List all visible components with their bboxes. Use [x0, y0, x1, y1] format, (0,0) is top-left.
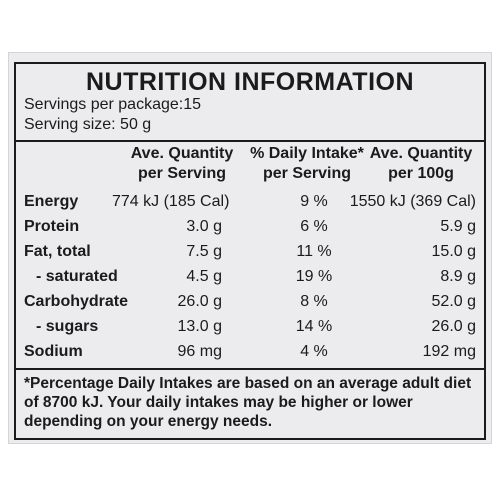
- table-row: - saturated 4.5 g 19 % 8.9 g: [16, 265, 484, 289]
- daily-intake-value: 19 %: [295, 268, 333, 285]
- daily-intake-value: 8 %: [300, 293, 328, 310]
- per-100g-value: 8.9 g: [440, 268, 476, 285]
- header-per-serving-line1: Ave. Quantity: [130, 145, 234, 162]
- header-per-100g-line2: per 100g: [388, 165, 454, 182]
- nutrient-name: Energy: [24, 193, 79, 210]
- daily-intake-value: 11 %: [296, 243, 332, 260]
- nutrition-label: NUTRITION INFORMATION Servings per packa…: [14, 62, 486, 440]
- serving-size: Serving size: 50 g: [24, 116, 152, 133]
- per-100g-value: 1550 kJ (369 Cal): [349, 193, 476, 210]
- per-100g-value: 26.0 g: [431, 318, 476, 335]
- nutrient-name: Sodium: [24, 343, 83, 360]
- per-100g-value: 52.0 g: [431, 293, 476, 310]
- servings-per-package: Servings per package:15: [24, 96, 201, 113]
- per-100g-value: 192 mg: [422, 343, 476, 360]
- header-per-serving: Ave. Quantity per Serving: [112, 144, 252, 184]
- per-100g-value: 5.9 g: [440, 218, 476, 235]
- daily-intake-value: 14 %: [295, 318, 333, 335]
- daily-intake-value: 4 %: [300, 343, 328, 360]
- table-row: Protein 3.0 g 6 % 5.9 g: [16, 215, 484, 239]
- divider-top: [16, 140, 484, 142]
- per-serving-value: 13.0 g: [177, 318, 222, 335]
- table-row: Fat, total 7.5 g 11 % 15.0 g: [16, 240, 484, 264]
- header-per-100g: Ave. Quantity per 100g: [356, 144, 486, 184]
- nutrient-name: Protein: [24, 218, 80, 235]
- divider-bottom: [16, 368, 484, 370]
- header-daily-intake-line2: per Serving: [262, 165, 352, 182]
- nutrient-name: - sugars: [36, 318, 99, 335]
- table-row: - sugars 13.0 g 14 % 26.0 g: [16, 315, 484, 339]
- footnote: *Percentage Daily Intakes are based on a…: [24, 375, 472, 430]
- nutrient-name: Fat, total: [24, 243, 91, 260]
- nutrient-name: - saturated: [36, 268, 118, 285]
- daily-intake-value: 9 %: [300, 193, 328, 210]
- nutrient-name: Carbohydrate: [24, 293, 129, 310]
- table-row: Sodium 96 mg 4 % 192 mg: [16, 340, 484, 364]
- per-serving-value: 774 kJ (185 Cal): [112, 193, 230, 210]
- per-serving-value: 4.5 g: [186, 268, 222, 285]
- per-serving-value: 3.0 g: [186, 218, 222, 235]
- per-serving-value: 7.5 g: [186, 243, 222, 260]
- header-daily-intake-line1: % Daily Intake*: [250, 145, 364, 162]
- per-serving-value: 96 mg: [177, 343, 222, 360]
- table-row: Carbohydrate 26.0 g 8 % 52.0 g: [16, 290, 484, 314]
- per-100g-value: 15.0 g: [431, 243, 476, 260]
- header-per-100g-line1: Ave. Quantity: [369, 145, 473, 162]
- daily-intake-value: 6 %: [300, 218, 328, 235]
- label-title: NUTRITION INFORMATION: [85, 68, 415, 96]
- header-per-serving-line2: per Serving: [137, 165, 227, 182]
- per-serving-value: 26.0 g: [177, 293, 222, 310]
- table-row: Energy 774 kJ (185 Cal) 9 % 1550 kJ (369…: [16, 190, 484, 214]
- header-daily-intake: % Daily Intake* per Serving: [242, 144, 372, 184]
